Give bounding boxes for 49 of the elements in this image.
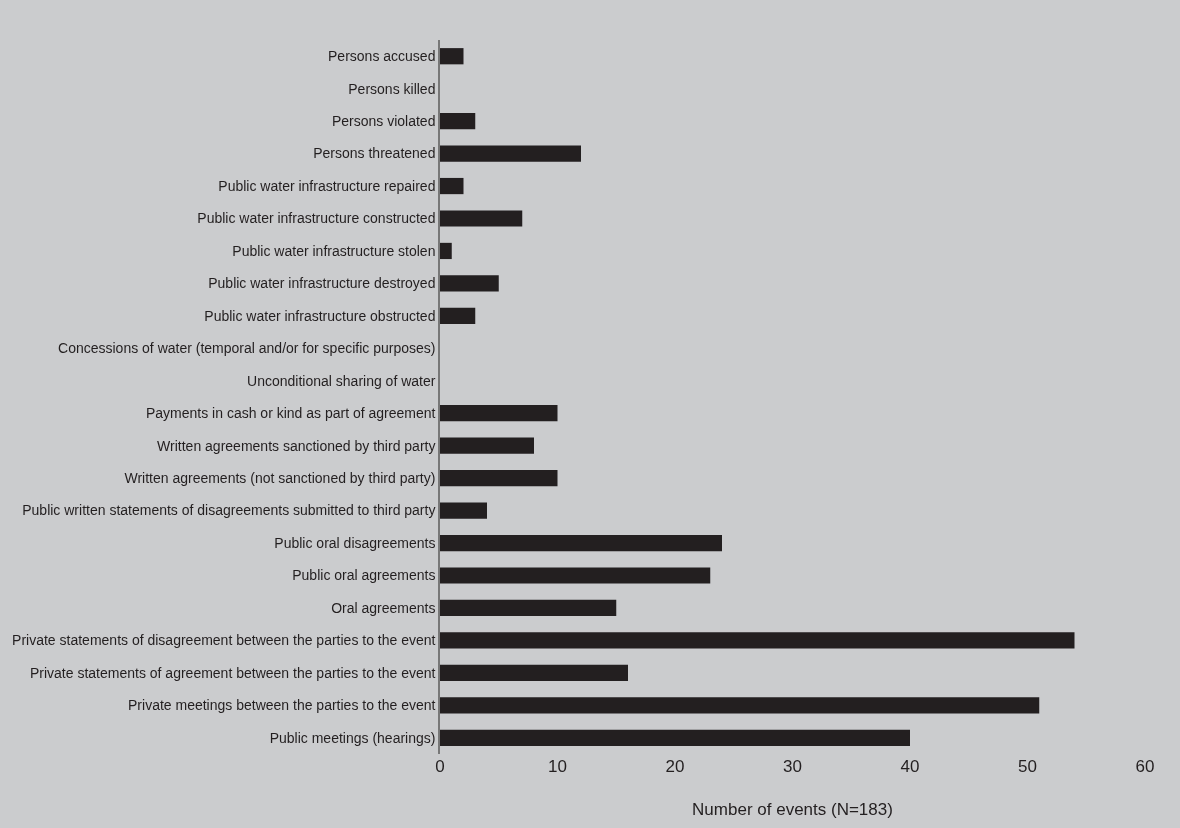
y-tick-label: Public water infrastructure stolen [232, 242, 436, 259]
y-tick-label: Persons killed [348, 80, 436, 97]
y-tick-label: Private statements of disagreement between the parties to the event [12, 632, 436, 649]
bar [440, 729, 910, 746]
bar [440, 567, 711, 584]
y-tick-label: Public written statements of disagreements submitted to third party [22, 502, 436, 519]
y-tick-label: Concessions of water (temporal and/or for specific purposes) [58, 340, 436, 357]
bar [440, 405, 558, 422]
bar [440, 275, 499, 292]
y-tick-label: Written agreements (not sanctioned by third party) [124, 470, 436, 487]
y-tick-label: Persons accused [328, 48, 436, 65]
x-tick-label: 20 [665, 757, 685, 776]
bar [440, 534, 722, 552]
x-tick-label: 30 [783, 757, 802, 776]
bar [440, 307, 476, 324]
bar [440, 632, 1075, 649]
x-tick-label: 60 [1135, 757, 1155, 776]
y-tick-label: Unconditional sharing of water [247, 372, 436, 389]
x-tick-label: 40 [900, 757, 920, 776]
bar [440, 664, 628, 681]
y-tick-label: Public water infrastructure repaired [218, 177, 436, 194]
y-tick-label: Payments in cash or kind as part of agreement [145, 405, 436, 422]
bar [440, 470, 558, 487]
bar [440, 599, 617, 617]
y-tick-label: Oral agreements [331, 599, 436, 616]
y-tick-label: Written agreements sanctioned by third party [157, 437, 436, 454]
x-tick-label: 10 [548, 757, 567, 776]
y-tick-label: Private statements of agreement between the parties to the event [29, 664, 436, 681]
y-tick-label: Public meetings (hearings) [269, 729, 436, 746]
y-tick-label: Public oral disagreements [274, 534, 436, 551]
bar [440, 437, 534, 454]
y-tick-label: Persons threatened [313, 145, 436, 162]
x-axis-title: Number of events (N=183) [692, 800, 893, 820]
y-tick-label: Public water infrastructure obstructed [204, 307, 436, 324]
bar [440, 48, 464, 65]
y-tick-label: Public water infrastructure destroyed [208, 275, 436, 292]
bar [440, 697, 1040, 714]
x-tick-label: 50 [1018, 757, 1037, 776]
x-tick-label: 0 [435, 757, 445, 776]
y-tick-label: Private meetings between the parties to the event [128, 697, 436, 714]
y-tick-label: Public oral agreements [292, 567, 436, 584]
bar [440, 145, 581, 162]
bar [440, 210, 523, 227]
bar [440, 113, 476, 130]
bar [440, 502, 487, 519]
y-tick-label: Persons violated [331, 113, 436, 130]
y-tick-label: Public water infrastructure constructed [197, 210, 436, 227]
bar [440, 242, 452, 260]
bar [440, 177, 464, 195]
